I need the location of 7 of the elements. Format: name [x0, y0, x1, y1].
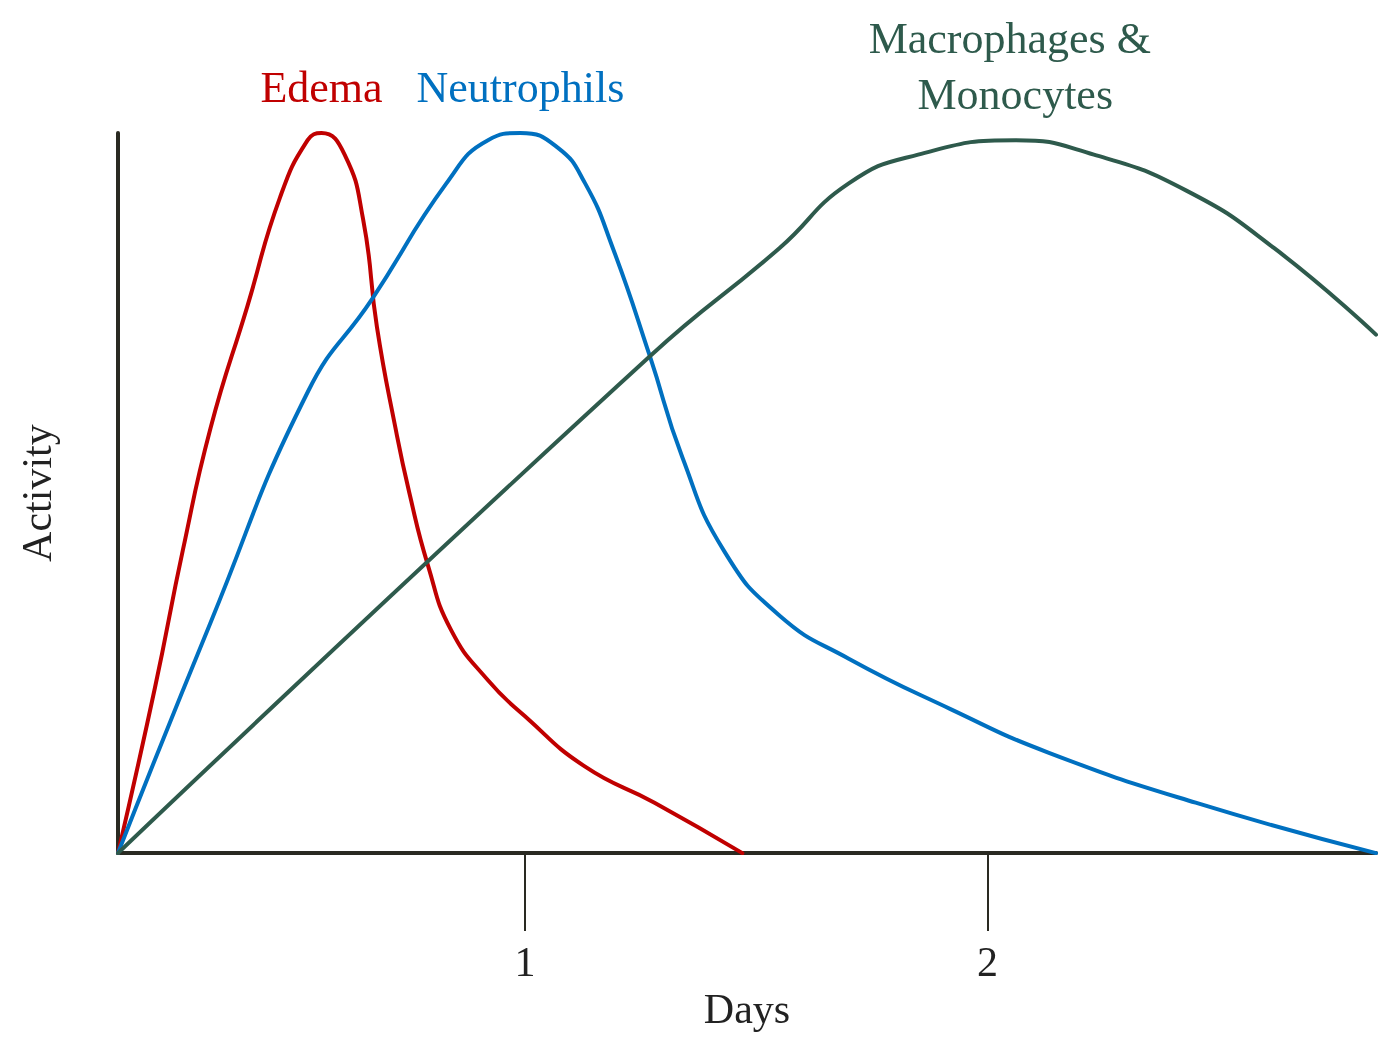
x-axis-title: Days	[703, 986, 791, 1032]
series-label: Neutrophils	[416, 62, 625, 112]
y-axis-title: Activity	[14, 424, 60, 562]
x-tick-label: 1	[514, 939, 536, 986]
x-tick-label: 2	[977, 939, 998, 986]
series-label: Macrophages & Monocytes	[868, 13, 1162, 119]
series-label: Edema	[260, 62, 383, 112]
